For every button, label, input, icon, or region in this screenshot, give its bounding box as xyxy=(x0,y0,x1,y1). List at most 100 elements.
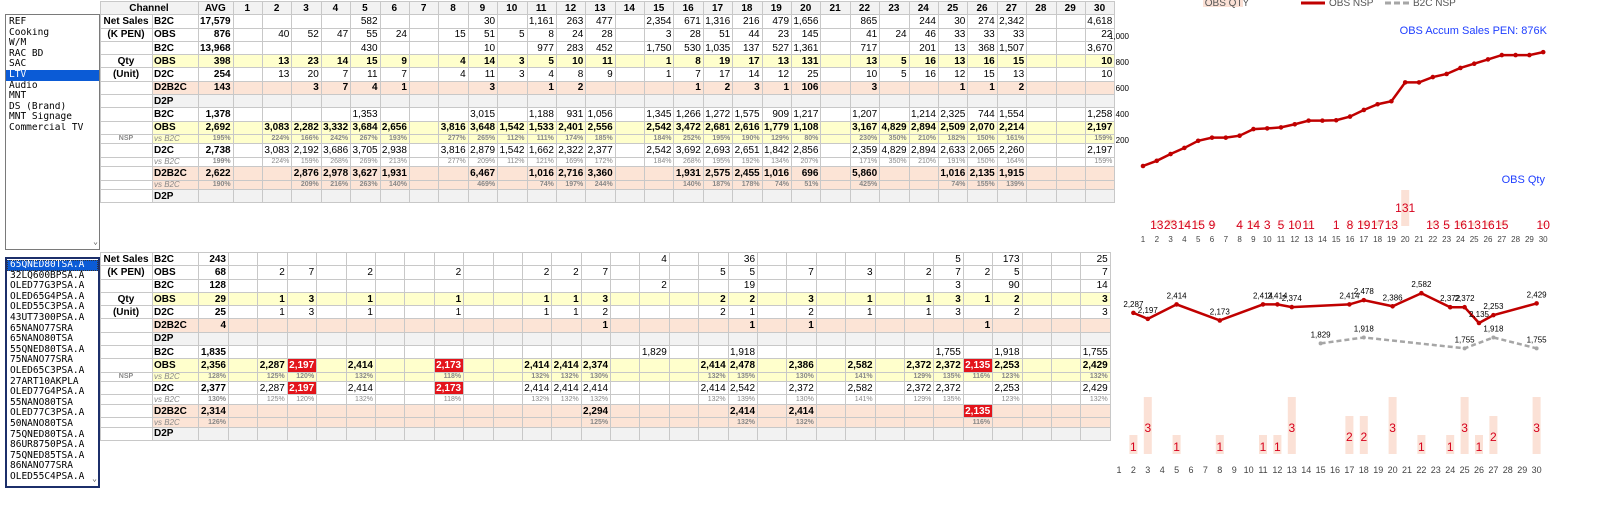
table-cell[interactable] xyxy=(937,94,969,109)
table-cell[interactable] xyxy=(261,179,293,191)
table-cell[interactable]: 125% xyxy=(257,371,288,383)
list-item[interactable]: RAC BD xyxy=(9,48,44,59)
table-cell[interactable] xyxy=(1021,394,1052,405)
list-item[interactable]: 75QNED80TSA.A xyxy=(10,429,85,440)
table-cell[interactable] xyxy=(903,251,935,267)
table-cell[interactable]: 193% xyxy=(379,133,410,145)
table-cell[interactable] xyxy=(291,40,322,56)
table-cell[interactable]: 283 xyxy=(555,40,587,56)
table-cell[interactable]: 132% xyxy=(345,394,376,405)
table-cell[interactable] xyxy=(433,331,465,347)
table-cell[interactable] xyxy=(521,331,553,347)
table-cell[interactable]: 696 xyxy=(791,166,822,181)
table-cell[interactable] xyxy=(786,426,817,442)
table-cell[interactable] xyxy=(698,331,729,347)
table-cell[interactable]: 145 xyxy=(791,27,822,42)
table-cell[interactable]: 132% xyxy=(551,371,582,383)
table-cell[interactable] xyxy=(761,94,793,109)
table-cell[interactable]: 187% xyxy=(702,179,734,191)
table-cell[interactable]: 40 xyxy=(261,27,293,42)
table-cell[interactable] xyxy=(845,403,876,419)
table-cell[interactable] xyxy=(521,278,553,293)
table-cell[interactable] xyxy=(551,318,582,333)
table-cell[interactable]: 3,692 xyxy=(673,143,704,158)
table-cell[interactable] xyxy=(408,40,440,56)
table-cell[interactable]: 3 xyxy=(467,80,499,96)
table-cell[interactable]: 3,816 xyxy=(438,143,469,158)
table-cell[interactable]: 13 xyxy=(261,54,293,69)
table-cell[interactable] xyxy=(874,291,905,307)
table-cell[interactable] xyxy=(874,358,905,373)
table-cell[interactable]: 216 xyxy=(732,14,763,29)
table-cell[interactable]: 24 xyxy=(879,27,910,42)
table-cell[interactable]: 14 xyxy=(320,54,352,69)
table-cell[interactable] xyxy=(1021,426,1052,442)
table-cell[interactable] xyxy=(1050,403,1082,419)
table-cell[interactable]: 1,755 xyxy=(1080,345,1111,360)
table-cell[interactable]: 14 xyxy=(1080,278,1111,293)
table-cell[interactable]: 1 xyxy=(521,305,553,320)
table-cell[interactable] xyxy=(433,345,465,360)
table-cell[interactable]: 2,374 xyxy=(580,358,612,373)
table-cell[interactable]: 1 xyxy=(786,318,817,333)
table-cell[interactable] xyxy=(757,394,788,405)
table-cell[interactable] xyxy=(639,265,670,280)
table-cell[interactable]: 244 xyxy=(908,14,939,29)
table-cell[interactable] xyxy=(232,189,263,204)
table-cell[interactable]: 8 xyxy=(555,67,587,82)
table-cell[interactable] xyxy=(227,345,259,360)
table-cell[interactable] xyxy=(610,265,641,280)
table-cell[interactable] xyxy=(257,426,288,442)
table-cell[interactable]: 13 xyxy=(937,40,969,56)
table-cell[interactable]: 132% xyxy=(521,394,553,405)
table-cell[interactable] xyxy=(874,371,905,383)
table-cell[interactable] xyxy=(374,403,406,419)
table-cell[interactable] xyxy=(815,426,847,442)
table-cell[interactable]: 5 xyxy=(698,265,729,280)
table-cell[interactable] xyxy=(232,179,263,191)
table-cell[interactable] xyxy=(820,120,851,135)
table-cell[interactable] xyxy=(815,394,847,405)
table-cell[interactable]: 51 xyxy=(702,27,734,42)
table-cell[interactable] xyxy=(1021,417,1052,428)
list-item[interactable]: LTV xyxy=(6,69,99,81)
table-cell[interactable]: 2,716 xyxy=(555,166,587,181)
table-cell[interactable]: 16 xyxy=(967,54,998,69)
table-cell[interactable] xyxy=(404,417,435,428)
table-cell[interactable] xyxy=(933,417,964,428)
table-cell[interactable] xyxy=(497,179,528,191)
table-cell[interactable]: 2,354 xyxy=(644,14,675,29)
table-cell[interactable] xyxy=(492,394,523,405)
table-cell[interactable] xyxy=(698,251,729,267)
table-cell[interactable] xyxy=(702,189,734,204)
table-cell[interactable] xyxy=(404,265,435,280)
table-cell[interactable] xyxy=(757,358,788,373)
table-cell[interactable] xyxy=(614,189,646,204)
table-cell[interactable] xyxy=(668,265,700,280)
table-cell[interactable] xyxy=(1050,305,1082,320)
list-item[interactable]: 50NANO80TSA xyxy=(10,418,73,429)
table-cell[interactable] xyxy=(433,417,465,428)
table-cell[interactable]: 2,681 xyxy=(702,120,734,135)
table-cell[interactable] xyxy=(232,107,263,122)
table-cell[interactable] xyxy=(668,403,700,419)
table-cell[interactable] xyxy=(374,265,406,280)
table-cell[interactable]: 116% xyxy=(962,371,994,383)
table-cell[interactable] xyxy=(757,381,788,396)
table-cell[interactable]: 213% xyxy=(379,156,410,168)
table-cell[interactable] xyxy=(614,156,646,168)
table-cell[interactable] xyxy=(1050,251,1082,267)
table-cell[interactable]: 17 xyxy=(732,54,763,69)
table-cell[interactable]: 13 xyxy=(996,67,1028,82)
table-cell[interactable]: 150% xyxy=(967,133,998,145)
table-cell[interactable] xyxy=(404,403,435,419)
table-cell[interactable]: 116% xyxy=(962,417,994,428)
table-cell[interactable] xyxy=(1080,426,1111,442)
table-cell[interactable] xyxy=(614,14,646,29)
table-cell[interactable] xyxy=(908,179,939,191)
table-cell[interactable]: 1,918 xyxy=(727,345,759,360)
table-cell[interactable] xyxy=(874,251,905,267)
table-cell[interactable] xyxy=(379,14,410,29)
table-cell[interactable]: 1 xyxy=(845,305,876,320)
table-cell[interactable] xyxy=(757,417,788,428)
